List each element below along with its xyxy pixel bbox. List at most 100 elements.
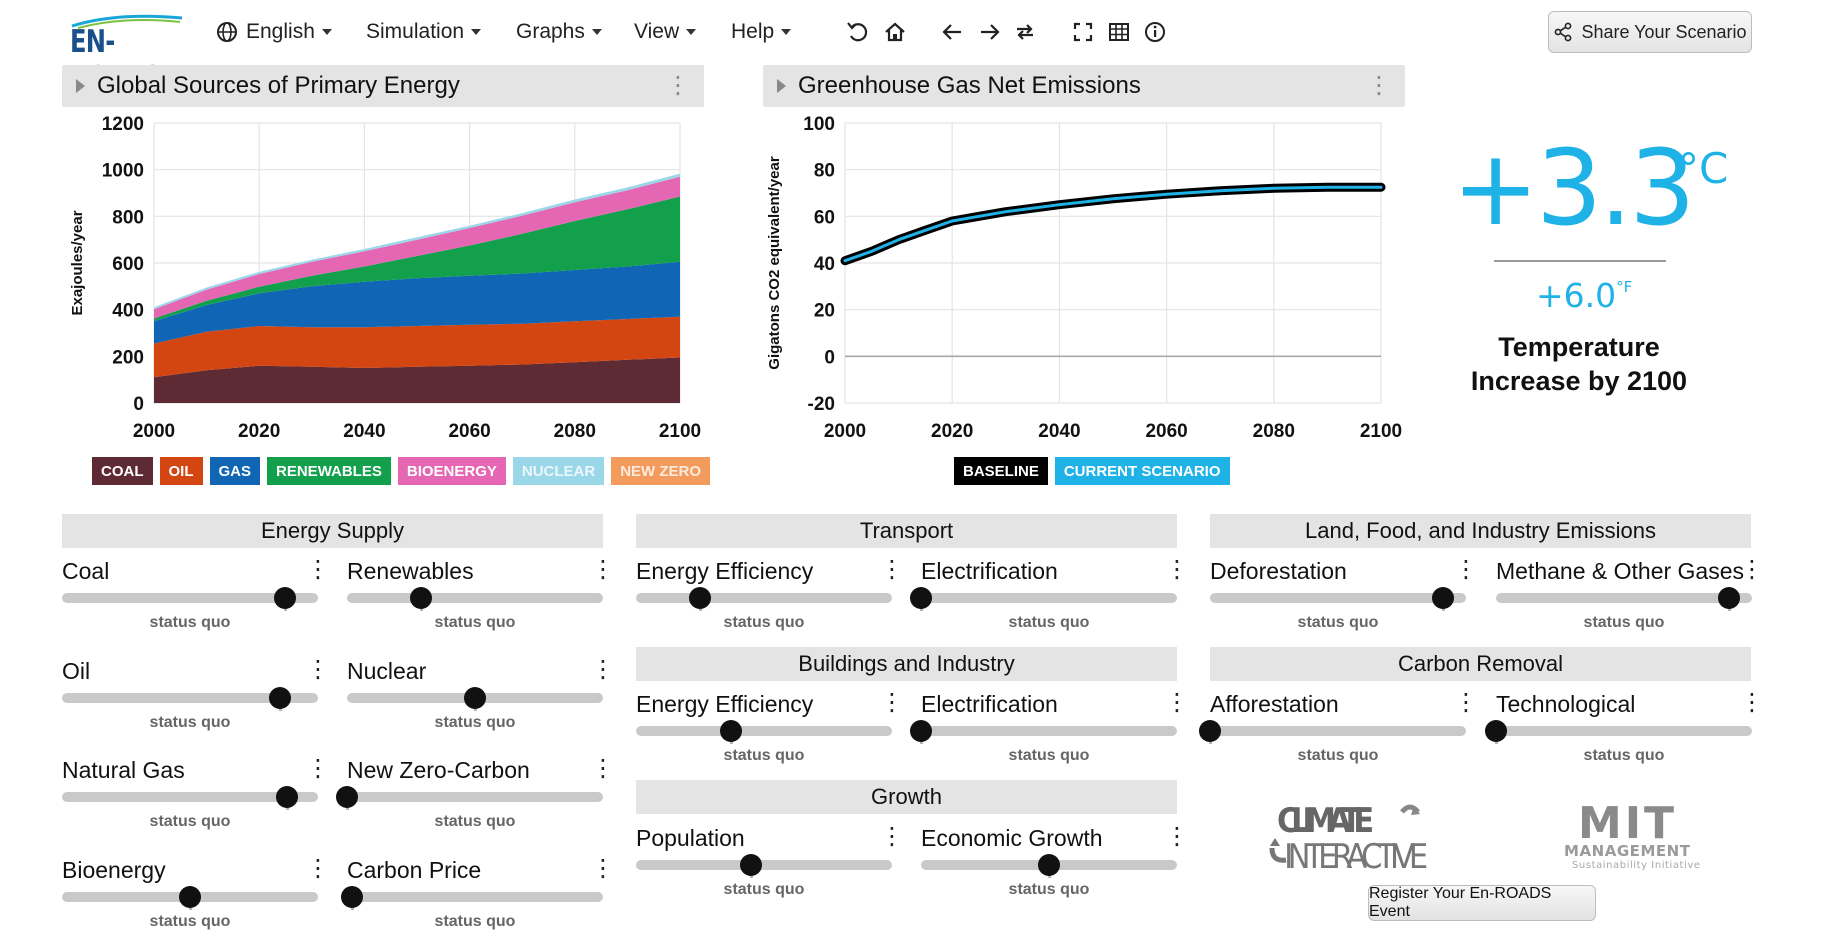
slider-menu-icon[interactable]: ⋮ — [1165, 689, 1189, 716]
menu-view[interactable]: View — [634, 18, 697, 46]
slider-menu-icon[interactable]: ⋮ — [1740, 689, 1764, 716]
legend-chip-gas[interactable]: GAS — [209, 457, 261, 485]
slider-handle[interactable] — [269, 687, 291, 709]
graph-left-header[interactable]: Global Sources of Primary Energy ⋮ — [62, 65, 704, 107]
slider-track[interactable] — [347, 892, 603, 902]
slider-track[interactable] — [347, 593, 603, 603]
slider-handle[interactable] — [1718, 587, 1740, 609]
legend-chip-oil[interactable]: OIL — [159, 457, 203, 485]
slider-menu-icon[interactable]: ⋮ — [1454, 689, 1478, 716]
slider-track[interactable] — [636, 593, 892, 603]
expand-triangle-icon[interactable] — [777, 79, 786, 93]
slider-menu-icon[interactable]: ⋮ — [591, 556, 615, 583]
home-icon[interactable] — [882, 19, 908, 45]
slider-track[interactable] — [62, 693, 318, 703]
redo-icon[interactable] — [1012, 19, 1038, 45]
graph-right-header[interactable]: Greenhouse Gas Net Emissions ⋮ — [763, 65, 1405, 107]
slider-track[interactable] — [636, 726, 892, 736]
menu-language[interactable]: English — [216, 18, 332, 46]
slider-menu-icon[interactable]: ⋮ — [306, 755, 330, 782]
slider-handle[interactable] — [1432, 587, 1454, 609]
slider-handle[interactable] — [179, 886, 201, 908]
slider-menu-icon[interactable]: ⋮ — [591, 755, 615, 782]
slider-handle[interactable] — [1199, 720, 1221, 742]
slider-handle[interactable] — [410, 587, 432, 609]
slider-methane: Methane & Other Gases ⋮ status quo — [1496, 556, 1764, 646]
slider-menu-icon[interactable]: ⋮ — [591, 855, 615, 882]
slider-handle[interactable] — [720, 720, 742, 742]
menu-help[interactable]: Help — [731, 18, 792, 46]
slider-oil: Oil ⋮ status quo — [62, 656, 330, 746]
legend-chip-baseline[interactable]: BASELINE — [954, 457, 1048, 485]
slider-handle[interactable] — [1485, 720, 1507, 742]
slider-track[interactable] — [636, 860, 892, 870]
slider-afforestation: Afforestation ⋮ status quo — [1199, 689, 1478, 779]
slider-handle[interactable] — [910, 587, 932, 609]
slider-label: Natural Gas — [62, 757, 185, 783]
slider-menu-icon[interactable]: ⋮ — [1165, 823, 1189, 850]
legend-chip-nuclear[interactable]: NUCLEAR — [512, 457, 605, 485]
legend-chip-bioenergy[interactable]: BIOENERGY — [397, 457, 506, 485]
register-event-button[interactable]: Register Your En-ROADS Event — [1368, 885, 1596, 921]
y-tick-label: 20 — [814, 301, 835, 322]
menu-simulation[interactable]: Simulation — [366, 18, 482, 46]
area-series-coal — [154, 357, 680, 403]
slider-handle[interactable] — [464, 687, 486, 709]
legend-chip-current-scenario[interactable]: CURRENT SCENARIO — [1054, 457, 1230, 485]
slider-menu-icon[interactable]: ⋮ — [880, 689, 904, 716]
forward-arrow-icon[interactable] — [976, 19, 1002, 45]
legend-chip-new-zero[interactable]: NEW ZERO — [611, 457, 711, 485]
expand-triangle-icon[interactable] — [76, 79, 85, 93]
menu-graphs[interactable]: Graphs — [516, 18, 602, 46]
slider-handle[interactable] — [341, 886, 363, 908]
slider-track[interactable] — [1496, 593, 1752, 603]
en-roads-logo[interactable]: EN-ROADS — [68, 10, 186, 96]
mit-logo-line2: MANAGEMENT — [1564, 842, 1691, 860]
slider-track[interactable] — [62, 593, 318, 603]
line-series-current-scenario — [843, 185, 1383, 263]
slider-label: Electrification — [921, 691, 1058, 717]
slider-menu-icon[interactable]: ⋮ — [306, 656, 330, 683]
slider-track[interactable] — [921, 593, 1177, 603]
slider-menu-icon[interactable]: ⋮ — [880, 823, 904, 850]
slider-track[interactable] — [921, 726, 1177, 736]
slider-menu-icon[interactable]: ⋮ — [1454, 556, 1478, 583]
slider-handle[interactable] — [740, 854, 762, 876]
slider-handle[interactable] — [1038, 854, 1060, 876]
undo-icon[interactable] — [845, 19, 871, 45]
fullscreen-icon[interactable] — [1070, 19, 1096, 45]
slider-track[interactable] — [1496, 726, 1752, 736]
slider-handle[interactable] — [689, 587, 711, 609]
slider-track[interactable] — [1210, 726, 1466, 736]
slider-track[interactable] — [347, 792, 603, 802]
back-arrow-icon[interactable] — [940, 19, 966, 45]
slider-menu-icon[interactable]: ⋮ — [591, 656, 615, 683]
slider-menu-icon[interactable]: ⋮ — [880, 556, 904, 583]
slider-menu-icon[interactable]: ⋮ — [1740, 556, 1764, 583]
info-icon[interactable] — [1142, 19, 1168, 45]
mit-management-logo[interactable]: MIT MANAGEMENT Sustainability Initiative — [1562, 796, 1702, 872]
section-land-food-industry: Land, Food, and Industry Emissions — [1210, 514, 1751, 548]
slider-population: Population ⋮ status quo — [636, 823, 904, 913]
slider-handle[interactable] — [910, 720, 932, 742]
legend-chip-renewables[interactable]: RENEWABLES — [267, 457, 391, 485]
legend-chip-coal[interactable]: COAL — [92, 457, 153, 485]
slider-menu-icon[interactable]: ⋮ — [306, 855, 330, 882]
graph-left-menu-icon[interactable]: ⋮ — [666, 72, 690, 99]
graph-right-legend: BASELINE CURRENT SCENARIO — [954, 457, 1230, 485]
slider-label: Electrification — [921, 558, 1058, 584]
table-icon[interactable] — [1106, 19, 1132, 45]
slider-label: Coal — [62, 558, 110, 584]
slider-track[interactable] — [1210, 593, 1466, 603]
graph-right-menu-icon[interactable]: ⋮ — [1367, 72, 1391, 99]
climate-interactive-logo[interactable]: CLIMATE INTERACTIVE — [1268, 798, 1458, 876]
slider-handle[interactable] — [336, 786, 358, 808]
slider-handle[interactable] — [276, 786, 298, 808]
x-tick-label: 2060 — [448, 421, 490, 442]
slider-handle[interactable] — [274, 587, 296, 609]
slider-menu-icon[interactable]: ⋮ — [1165, 556, 1189, 583]
slider-menu-icon[interactable]: ⋮ — [306, 556, 330, 583]
slider-track[interactable] — [62, 792, 318, 802]
share-scenario-button[interactable]: Share Your Scenario — [1548, 11, 1752, 53]
section-buildings-industry: Buildings and Industry — [636, 647, 1177, 681]
